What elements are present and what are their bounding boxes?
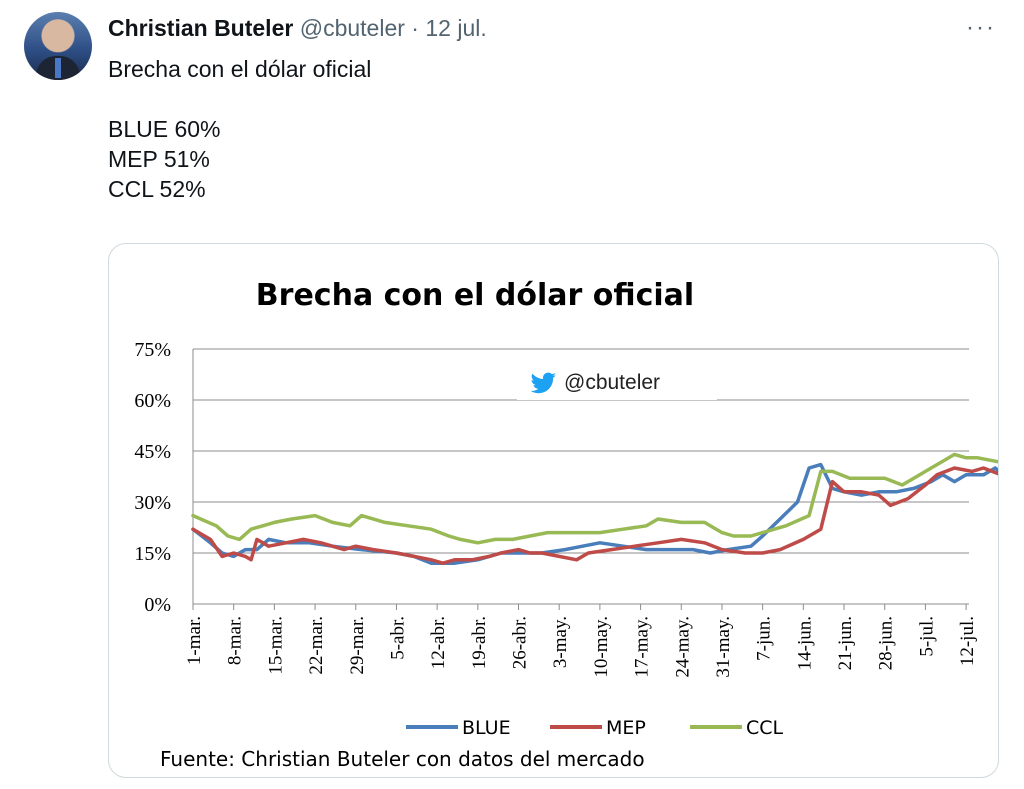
tweet-date[interactable]: 12 jul.: [425, 15, 487, 41]
x-tick-label: 28-jun.: [876, 616, 897, 670]
series-line-mep: [191, 466, 998, 565]
author-handle[interactable]: @cbuteler: [299, 15, 405, 41]
x-tick-label: 26-abr.: [510, 616, 531, 669]
x-tick-label: 12-abr.: [428, 616, 449, 669]
tweet-text: Brecha con el dólar oficial BLUE 60% MEP…: [108, 54, 371, 204]
tweet-text-line: MEP 51%: [108, 146, 210, 172]
tweet-text-line: CCL 52%: [108, 176, 206, 202]
y-tick-label: 15%: [134, 543, 171, 565]
more-options-icon[interactable]: ···: [966, 14, 996, 41]
x-axis-labels: 1-mar. 8-mar. 15-mar. 22-mar. 29-mar. 5-abr. 1…: [184, 616, 978, 678]
x-tick-label: 5-jul.: [916, 616, 937, 657]
gap-line-chart: Brecha con el dólar oficial 75% 60% 45% 30%…: [134, 278, 998, 771]
x-tick-label: 3-may.: [550, 616, 571, 668]
series-line-ccl: [191, 452, 998, 545]
x-tick-label: 22-mar.: [306, 616, 327, 675]
x-tick-label: 8-mar.: [225, 616, 246, 665]
tweet-text-line: BLUE 60%: [108, 116, 221, 142]
legend-label-ccl: CCL: [746, 717, 784, 739]
legend-label-blue: BLUE: [462, 717, 511, 739]
header-separator: ·: [411, 15, 419, 41]
tweet-text-line: [108, 84, 371, 114]
x-tick-label: 24-may.: [672, 616, 693, 678]
x-tick-label: 10-may.: [591, 616, 612, 678]
watermark-handle: @cbuteler: [564, 371, 660, 394]
chart-series: [191, 452, 998, 565]
author-name[interactable]: Christian Buteler: [108, 15, 294, 41]
legend-label-mep: MEP: [606, 717, 646, 739]
watermark: @cbuteler: [517, 366, 717, 400]
x-tick-label: 31-may.: [713, 616, 734, 678]
chart-source: Fuente: Christian Buteler con datos del …: [160, 747, 645, 771]
y-tick-label: 0%: [144, 594, 171, 616]
x-tick-label: 7-jun.: [754, 616, 775, 661]
x-tick-label: 12-jul.: [957, 616, 978, 666]
y-tick-label: 60%: [134, 390, 171, 412]
x-tick-label: 29-mar.: [347, 616, 368, 675]
x-tick-label: 5-abr.: [387, 616, 408, 660]
tweet-header: Christian Buteler @cbuteler · 12 jul.: [108, 14, 487, 42]
chart-legend: BLUE MEP CCL: [406, 717, 784, 739]
series-line-blue: [191, 462, 998, 565]
x-tick-label: 14-jun.: [794, 616, 815, 670]
avatar-tie: [55, 58, 61, 78]
tweet-text-line: Brecha con el dólar oficial: [108, 56, 372, 82]
y-axis-labels: 75% 60% 45% 30% 15% 0%: [134, 339, 171, 616]
y-tick-label: 75%: [134, 339, 171, 361]
x-tick-label: 21-jun.: [835, 616, 856, 670]
y-tick-label: 45%: [134, 441, 171, 463]
chart-title: Brecha con el dólar oficial: [256, 278, 694, 313]
twitter-bird-icon: [530, 372, 556, 394]
y-tick-label: 30%: [134, 492, 171, 514]
x-tick-label: 19-abr.: [469, 616, 490, 669]
chart-image-card[interactable]: Brecha con el dólar oficial 75% 60% 45% 30%…: [108, 243, 999, 778]
x-tick-label: 15-mar.: [265, 616, 286, 675]
author-avatar[interactable]: [24, 12, 92, 80]
x-tick-label: 17-may.: [632, 616, 653, 678]
x-tick-label: 1-mar.: [184, 616, 205, 665]
